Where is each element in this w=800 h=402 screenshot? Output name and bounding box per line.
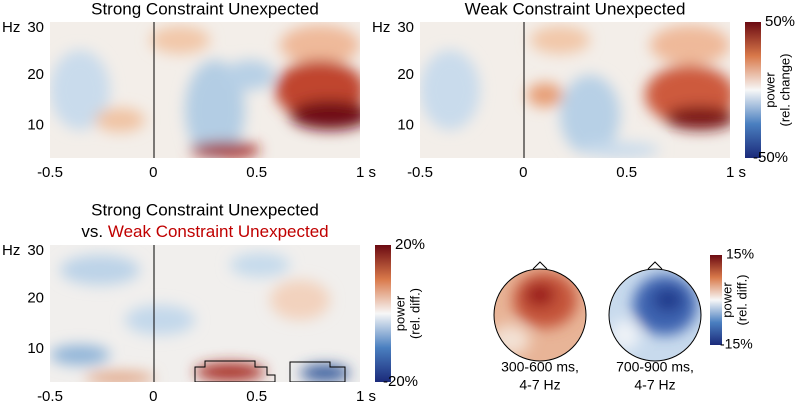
y-tick-label: 10 xyxy=(27,340,44,357)
x-tick-label: 0 xyxy=(519,164,527,181)
x-tick-label: 0.5 xyxy=(246,164,267,181)
x-tick-label: 1 s xyxy=(356,164,376,181)
colorbar-label: (rel. change) xyxy=(777,54,792,127)
y-tick-label: 20 xyxy=(27,289,44,306)
y-tick-label: 10 xyxy=(397,116,414,133)
topo-caption: 700-900 ms, xyxy=(616,359,694,375)
heatmap-c xyxy=(50,245,360,382)
x-tick-label: 1 s xyxy=(356,388,376,402)
colorbar-min: -20% xyxy=(383,373,418,390)
x-tick-label: -0.5 xyxy=(407,164,433,181)
colorbar xyxy=(710,255,722,345)
x-tick-label: 0 xyxy=(149,164,157,181)
colorbar-label: (rel. diff.) xyxy=(734,274,749,325)
y-unit: Hz xyxy=(2,19,20,36)
panel-title: Strong Constraint Unexpected xyxy=(91,0,319,18)
y-tick-label: 30 xyxy=(27,242,44,259)
axes xyxy=(153,22,525,382)
colorbar-max: 15% xyxy=(726,246,754,262)
x-tick-label: -0.5 xyxy=(37,388,63,402)
panel-title: Strong Constraint Unexpected xyxy=(91,200,319,219)
heatmap-a xyxy=(50,22,360,158)
title-part: vs. xyxy=(81,222,103,241)
x-tick-label: 0.5 xyxy=(246,388,267,402)
y-tick-label: 10 xyxy=(27,116,44,133)
colorbar-label: power xyxy=(392,295,407,331)
colorbar-max: 20% xyxy=(395,236,425,253)
x-tick-label: 0 xyxy=(149,388,157,402)
y-tick-label: 20 xyxy=(27,66,44,83)
colorbar-label: power xyxy=(762,72,777,108)
y-unit: Hz xyxy=(372,19,390,36)
title-part: Weak Constraint Unexpected xyxy=(108,222,329,241)
colorbar-min: -15% xyxy=(720,336,753,352)
y-tick-label: 30 xyxy=(397,19,414,36)
colorbar xyxy=(375,245,391,382)
panel-title: vs. Weak Constraint Unexpected xyxy=(81,222,328,241)
x-tick-label: 1 s xyxy=(726,164,746,181)
x-tick-label: -0.5 xyxy=(37,164,63,181)
y-tick-label: 20 xyxy=(397,66,414,83)
topo-caption: 4-7 Hz xyxy=(634,377,675,393)
y-tick-label: 30 xyxy=(27,19,44,36)
topo-caption: 300-600 ms, xyxy=(501,359,579,375)
colorbar-label: power xyxy=(719,282,734,318)
colorbar-label: (rel. diff.) xyxy=(407,288,422,339)
panel-title: Weak Constraint Unexpected xyxy=(465,0,686,18)
topoplot xyxy=(493,261,702,362)
colorbar-min: -50% xyxy=(753,149,788,166)
colorbar xyxy=(745,22,761,158)
x-tick-label: 0.5 xyxy=(616,164,637,181)
heatmap-b xyxy=(420,22,730,158)
colorbar-max: 50% xyxy=(765,13,795,30)
topo-caption: 4-7 Hz xyxy=(519,377,560,393)
y-unit: Hz xyxy=(2,242,20,259)
